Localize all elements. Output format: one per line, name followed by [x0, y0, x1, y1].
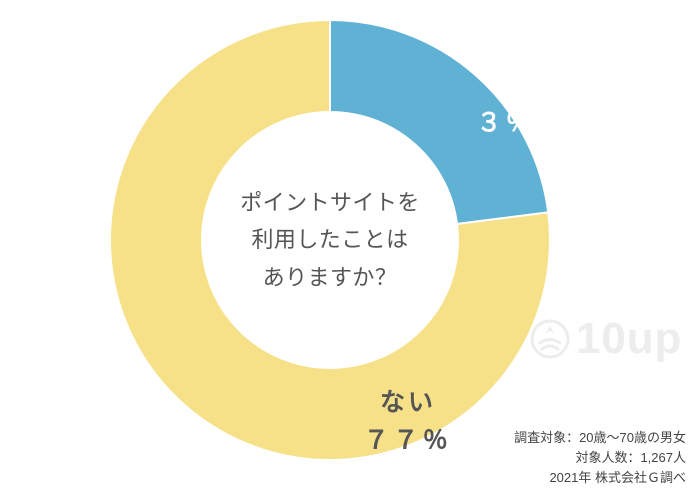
watermark-text: 10up — [576, 314, 682, 364]
slice-label-yes: ある ２３％ — [477, 30, 536, 143]
slice-label-yes-percent: ２３％ — [477, 67, 536, 142]
slice-label-no-name: ない — [364, 385, 453, 423]
footer-sample-size: 対象人数：1,267人 — [514, 448, 686, 468]
donut-chart: ポイントサイトを 利用したことは ありますか？ ある ２３％ ない ７７％ — [110, 20, 550, 460]
footer-target: 調査対象：20歳～70歳の男女 — [514, 428, 686, 448]
slice-label-no: ない ７７％ — [364, 385, 453, 460]
slice-label-yes-name: ある — [477, 30, 536, 68]
watermark: 10up — [530, 314, 682, 364]
footer-source: 2021年 株式会社Ｇ調べ — [514, 468, 686, 488]
survey-footer: 調査対象：20歳～70歳の男女 対象人数：1,267人 2021年 株式会社Ｇ調… — [514, 428, 686, 488]
slice-label-no-percent: ７７％ — [364, 422, 453, 460]
